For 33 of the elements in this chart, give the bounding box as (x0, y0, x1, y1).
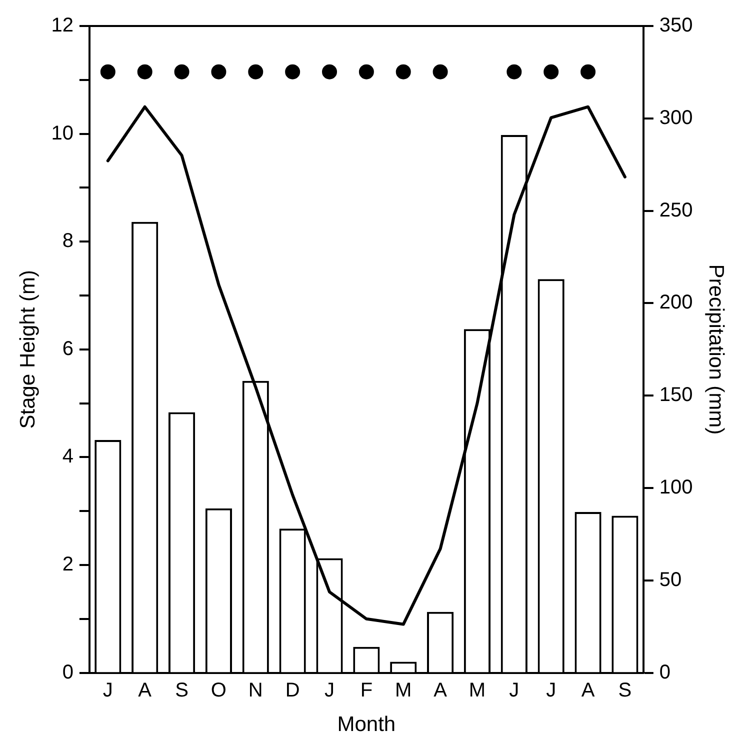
x-tick-label: J (102, 679, 113, 702)
x-tick-label: S (618, 679, 632, 702)
y-tick-label: 0 (62, 661, 74, 684)
x-tick-label: J (509, 679, 520, 702)
y-axis-title: Stage Height (m) (16, 270, 40, 429)
y2-tick-label: 50 (659, 568, 682, 591)
x-tick-label: M (395, 679, 412, 702)
x-tick-label: M (468, 679, 486, 702)
y2-tick-label: 300 (659, 106, 693, 129)
x-tick-label: F (360, 679, 373, 702)
y2-tick-label: 150 (659, 384, 693, 406)
x-tick-label: J (546, 679, 556, 702)
y2-tick-label: 250 (659, 199, 693, 222)
y2-tick-label: 200 (659, 292, 693, 314)
y2-tick-label: 350 (659, 14, 693, 37)
y-tick-label: 4 (62, 446, 74, 468)
x-axis-title: Month (337, 713, 396, 736)
x-tick-label: A (138, 679, 152, 702)
y-tick-label: 10 (51, 122, 74, 144)
x-tick-label: O (210, 679, 226, 702)
x-tick-label: A (581, 679, 596, 702)
x-tick-label: S (175, 679, 188, 702)
x-tick-label: D (285, 679, 300, 702)
y-tick-label: 8 (62, 230, 74, 252)
y-tick-label: 12 (51, 14, 74, 37)
x-tick-label: A (434, 679, 448, 702)
y2-axis-title: Precipitation (mm) (704, 264, 728, 435)
x-tick-label: J (324, 679, 335, 702)
y-tick-label: 6 (62, 338, 74, 360)
x-tick-label: N (248, 679, 263, 702)
y2-tick-label: 0 (659, 661, 671, 684)
y2-tick-label: 100 (659, 476, 693, 499)
y-tick-label: 2 (62, 554, 74, 576)
